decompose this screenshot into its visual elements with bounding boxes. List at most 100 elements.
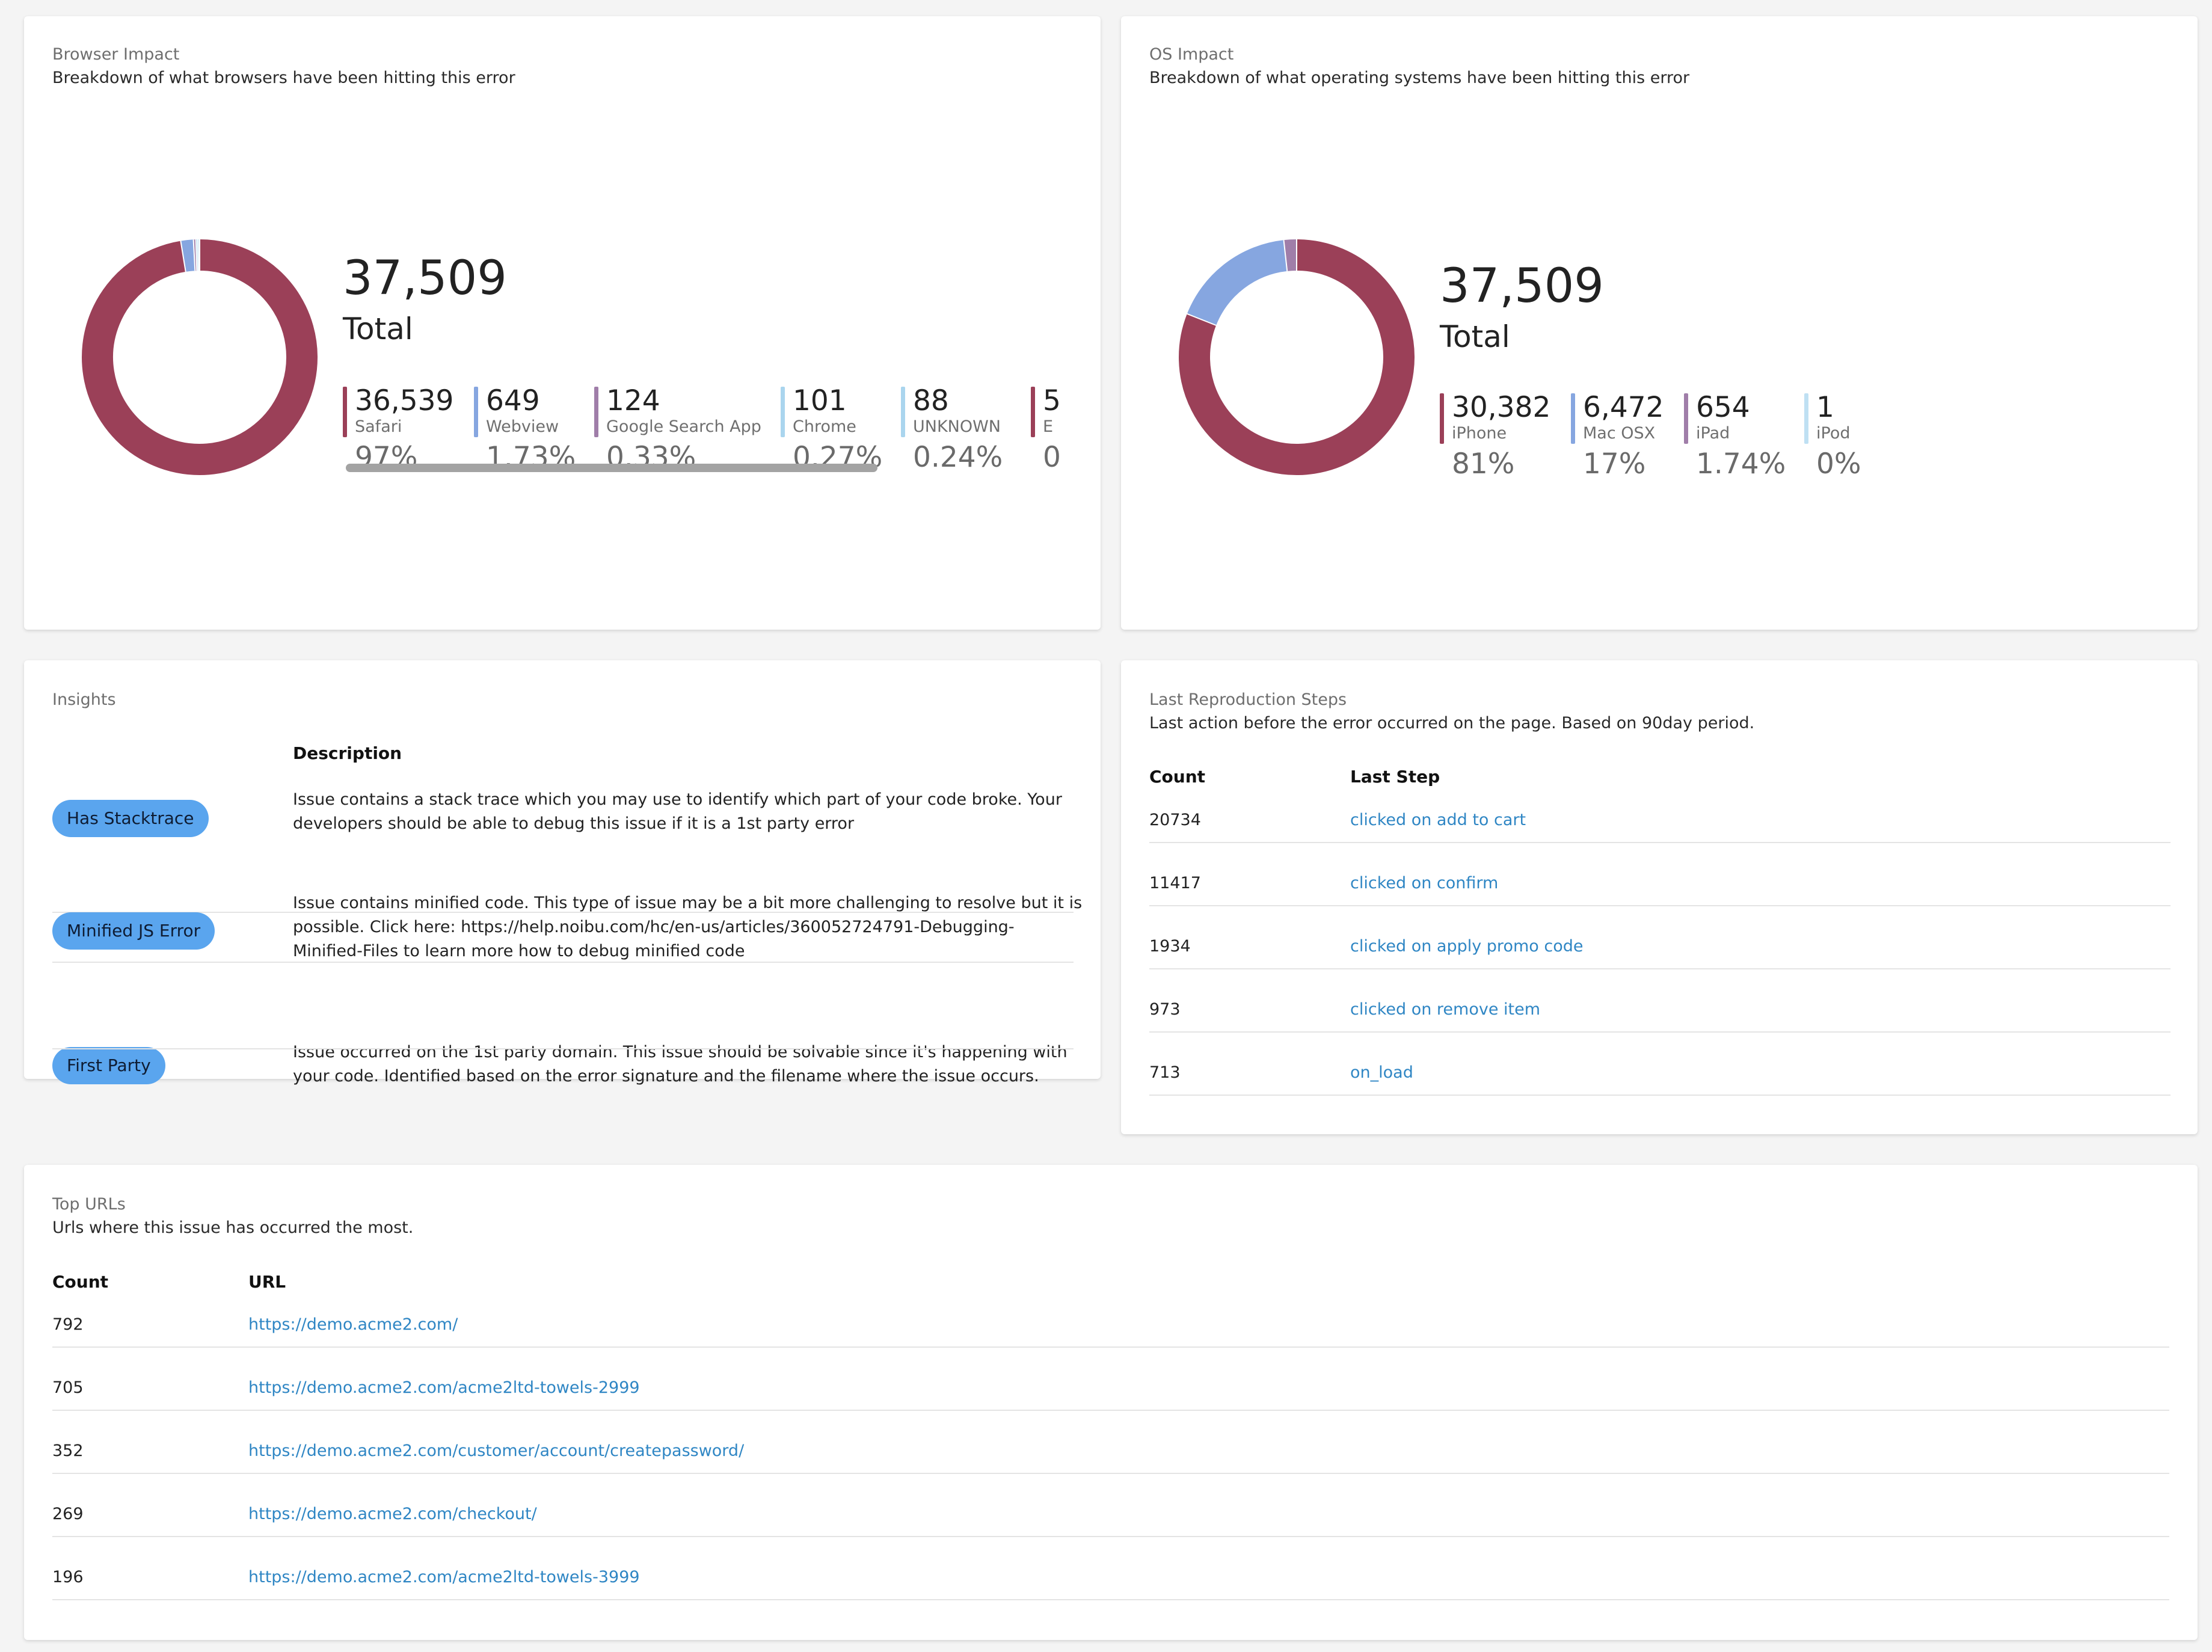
legend-percent: 81% <box>1452 447 1515 481</box>
browser-legend-scrollbar[interactable] <box>346 464 877 472</box>
repro-count-cell: 1934 <box>1149 937 1191 956</box>
browser-donut-chart <box>82 239 318 475</box>
urls-count-header: Count <box>52 1272 109 1292</box>
legend-color-swatch <box>1031 387 1035 437</box>
legend-label: Webview <box>486 417 559 436</box>
url-count-cell: 352 <box>52 1442 84 1460</box>
row-divider <box>1149 905 2171 906</box>
legend-color-swatch <box>1804 393 1808 444</box>
legend-percent: 17% <box>1583 447 1646 481</box>
browser-legend-scroller[interactable]: 36,539 Safari 97% 649 Webview 1.73% 124 Google … <box>343 371 1074 479</box>
repro-count-header: Count <box>1149 767 1206 787</box>
os-impact-title: OS Impact <box>1149 45 1234 64</box>
legend-color-swatch <box>901 387 905 437</box>
repro-count-cell: 713 <box>1149 1063 1181 1082</box>
legend-count: 6,472 <box>1583 391 1664 424</box>
url-link[interactable]: https://demo.acme2.com/acme2ltd-towels-3… <box>248 1568 640 1586</box>
legend-count: 88 <box>913 384 949 417</box>
legend-label: Google Search App <box>606 417 761 436</box>
badge-first-party[interactable]: First Party <box>52 1047 165 1084</box>
row-divider <box>1149 968 2171 969</box>
insights-card: Insights Description Has Stacktrace Issu… <box>24 660 1101 1085</box>
urls-url-header: URL <box>248 1272 286 1292</box>
row-divider <box>52 1410 2169 1411</box>
legend-color-swatch <box>1571 393 1575 444</box>
donut-slice-iphone[interactable] <box>1179 239 1415 475</box>
browser-total-label: Total <box>343 312 413 346</box>
insight-row: Has Stacktrace Issue contains a stack tr… <box>24 781 1101 913</box>
insight-description-line: Issue contains minified code. This type … <box>293 894 1083 912</box>
donut-slice-ipad[interactable] <box>1283 239 1297 271</box>
os-total-label: Total <box>1440 319 1510 354</box>
insight-description-line: Issue contains a stack trace which you m… <box>293 790 1062 809</box>
donut-separator <box>192 239 196 271</box>
legend-item: 1 iPod 0% <box>1804 393 1876 478</box>
legend-item: 6,472 Mac OSX 17% <box>1571 393 1684 478</box>
repro-step-link[interactable]: clicked on add to cart <box>1350 811 1526 829</box>
url-link[interactable]: https://demo.acme2.com/ <box>248 1315 458 1334</box>
donut-slice-safari[interactable] <box>82 239 318 475</box>
legend-count: 101 <box>793 384 847 417</box>
legend-percent: 0.24% <box>913 441 1003 474</box>
insight-row: First Party Issue occurred on the 1st pa… <box>24 985 1101 1085</box>
repro-title: Last Reproduction Steps <box>1149 690 1347 709</box>
url-link[interactable]: https://demo.acme2.com/checkout/ <box>248 1505 537 1523</box>
browser-total-count: 37,509 <box>343 251 507 306</box>
repro-step-link[interactable]: clicked on confirm <box>1350 874 1499 892</box>
donut-slice-webview[interactable] <box>180 239 195 272</box>
insights-title: Insights <box>52 690 116 709</box>
legend-item: 36,539 Safari 97% <box>343 387 474 471</box>
legend-item: 88 UNKNOWN 0.24% <box>901 387 1031 471</box>
donut-separator <box>195 239 198 271</box>
row-divider <box>1149 1031 2171 1033</box>
legend-percent: 1.74% <box>1696 447 1786 481</box>
legend-count: 30,382 <box>1452 391 1551 424</box>
urls-title: Top URLs <box>52 1195 126 1214</box>
badge-has-stacktrace[interactable]: Has Stacktrace <box>52 800 209 837</box>
url-count-cell: 196 <box>52 1568 84 1586</box>
row-divider <box>52 912 1074 913</box>
reproduction-steps-card: Last Reproduction Steps Last action befo… <box>1121 660 2198 1134</box>
url-count-cell: 792 <box>52 1315 84 1334</box>
legend-label: iPhone <box>1452 424 1507 443</box>
browser-legend: 36,539 Safari 97% 649 Webview 1.73% 124 Google … <box>343 387 1074 471</box>
legend-color-swatch <box>1684 393 1688 444</box>
donut-slice-mac-osx[interactable] <box>1187 240 1288 326</box>
os-donut-chart <box>1179 239 1415 475</box>
legend-label: Safari <box>355 417 402 436</box>
legend-count: 5 <box>1043 384 1061 417</box>
legend-item: 649 Webview 1.73% <box>474 387 594 471</box>
repro-step-link[interactable]: on_load <box>1350 1063 1413 1082</box>
url-count-cell: 269 <box>52 1505 84 1523</box>
url-count-cell: 705 <box>52 1378 84 1397</box>
legend-item: 124 Google Search App 0.33% <box>594 387 781 471</box>
top-urls-card: Top URLs Urls where this issue has occur… <box>24 1165 2198 1640</box>
repro-step-link[interactable]: clicked on apply promo code <box>1350 937 1584 956</box>
legend-count: 1 <box>1816 391 1834 424</box>
repro-count-cell: 11417 <box>1149 874 1201 892</box>
legend-label: iPod <box>1816 424 1851 443</box>
badge-minified-js-error[interactable]: Minified JS Error <box>52 912 215 950</box>
legend-color-swatch <box>343 387 347 437</box>
legend-item: 30,382 iPhone 81% <box>1440 393 1571 478</box>
legend-color-swatch <box>1440 393 1444 444</box>
os-legend: 30,382 iPhone 81% 6,472 Mac OSX 17% 654 iPad 1.7… <box>1440 393 1876 478</box>
url-link[interactable]: https://demo.acme2.com/customer/account/… <box>248 1442 745 1460</box>
donut-separator <box>1283 240 1288 271</box>
insights-description-header: Description <box>293 743 402 763</box>
row-divider <box>52 1048 1074 1049</box>
legend-color-swatch <box>594 387 598 437</box>
repro-step-link[interactable]: clicked on remove item <box>1350 1000 1541 1019</box>
row-divider <box>52 1346 2169 1348</box>
row-divider <box>1149 842 2171 843</box>
url-link[interactable]: https://demo.acme2.com/acme2ltd-towels-2… <box>248 1378 640 1397</box>
repro-subtitle: Last action before the error occurred on… <box>1149 714 1755 732</box>
insight-description-line: developers should be able to debug this … <box>293 814 855 833</box>
donut-separator <box>1187 313 1217 326</box>
donut-separator <box>180 241 186 272</box>
repro-count-cell: 20734 <box>1149 811 1201 829</box>
legend-count: 654 <box>1696 391 1750 424</box>
browser-impact-subtitle: Breakdown of what browsers have been hit… <box>52 69 515 87</box>
browser-impact-title: Browser Impact <box>52 45 180 64</box>
